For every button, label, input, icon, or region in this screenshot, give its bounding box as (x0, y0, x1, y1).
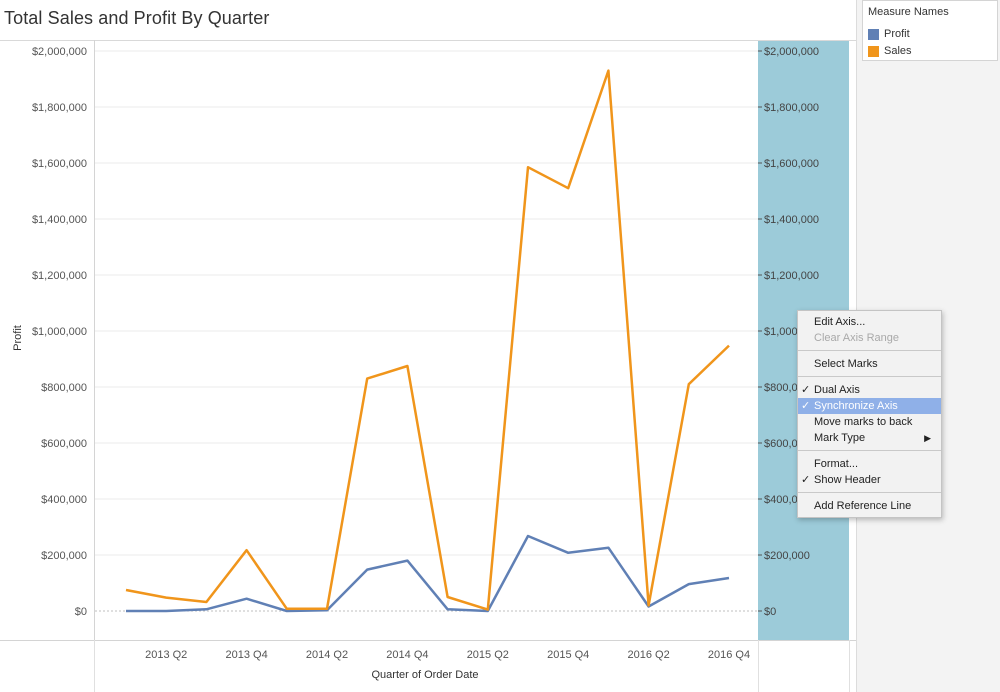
menu-item-synchronize-axis[interactable]: ✓ Synchronize Axis (798, 398, 941, 414)
menu-item-label: Add Reference Line (814, 500, 912, 512)
menu-item-mark-type[interactable]: Mark Type ▶ (798, 430, 941, 446)
menu-item-label: Synchronize Axis (814, 400, 898, 412)
secondary-y-tick-label[interactable]: $1,800,000 (764, 102, 819, 114)
line-chart: $0 $0$200,000 $200,000$400,000 $400,000$600… (0, 40, 856, 692)
y-tick-label: $200,000 (41, 550, 87, 562)
x-tick-label: 2014 Q2 (306, 649, 348, 661)
x-tick-label: 2015 Q2 (467, 649, 509, 661)
y-tick-label: $2,000,000 (32, 46, 87, 58)
y-tick-label: $800,000 (41, 382, 87, 394)
menu-item-edit-axis[interactable]: Edit Axis... (798, 314, 941, 330)
x-tick-label: 2016 Q2 (627, 649, 669, 661)
menu-item-format[interactable]: Format... (798, 456, 941, 472)
legend-item-profit[interactable]: Profit (868, 28, 910, 40)
legend-swatch-profit (868, 28, 879, 40)
submenu-arrow-icon: ▶ (924, 433, 931, 443)
menu-item-select-marks[interactable]: Select Marks (798, 356, 941, 372)
legend-title: Measure Names (868, 6, 949, 18)
y-axis-title: Profit (12, 325, 24, 351)
y-tick-label: $1,000,000 (32, 326, 87, 338)
y-tick-label: $600,000 (41, 438, 87, 450)
menu-separator (798, 376, 941, 377)
menu-separator (798, 350, 941, 351)
x-axis-title: Quarter of Order Date (372, 669, 479, 681)
menu-item-label: Mark Type (814, 432, 866, 444)
menu-item-add-reference-line[interactable]: Add Reference Line (798, 498, 941, 514)
legend-label-sales: Sales (884, 45, 912, 57)
menu-item-dual-axis[interactable]: ✓ Dual Axis (798, 382, 941, 398)
secondary-y-tick-label[interactable]: $200,000 (764, 550, 810, 562)
secondary-y-tick-label[interactable]: $1,400,000 (764, 214, 819, 226)
checkmark-icon: ✓ (801, 384, 811, 396)
legend-swatch-sales (868, 45, 879, 57)
axis-context-menu[interactable]: Edit Axis... Clear Axis Range Select Marks… (797, 310, 942, 518)
legend-label-profit: Profit (884, 28, 910, 40)
menu-item-show-header[interactable]: ✓ Show Header (798, 472, 941, 488)
y-tick-label: $1,600,000 (32, 158, 87, 170)
menu-item-label: Select Marks (814, 358, 878, 370)
x-tick-label: 2016 Q4 (708, 649, 750, 661)
menu-item-label: Move marks to back (814, 416, 913, 428)
checkmark-icon: ✓ (801, 400, 811, 412)
x-tick-label: 2014 Q4 (386, 649, 428, 661)
series-line-profit[interactable] (126, 534, 730, 613)
secondary-y-tick-label[interactable]: $1,200,000 (764, 270, 819, 282)
series-line-sales[interactable] (125, 69, 730, 611)
menu-separator (798, 492, 941, 493)
menu-item-label: Show Header (814, 474, 881, 486)
y-tick-label: $1,400,000 (32, 214, 87, 226)
y-tick-label: $400,000 (41, 494, 87, 506)
y-tick-label: $1,800,000 (32, 102, 87, 114)
legend-item-sales[interactable]: Sales (868, 45, 912, 57)
secondary-y-tick-label[interactable]: $2,000,000 (764, 46, 819, 58)
menu-item-label: Clear Axis Range (814, 332, 899, 344)
x-tick-label: 2013 Q2 (145, 649, 187, 661)
legend[interactable]: Measure Names Profit Sales (862, 0, 998, 61)
y-tick-label: $0 (75, 606, 87, 618)
secondary-y-tick-label[interactable]: $0 (764, 606, 776, 618)
menu-item-label: Edit Axis... (814, 316, 866, 328)
menu-item-clear-axis-range[interactable]: Clear Axis Range (798, 330, 941, 346)
checkmark-icon: ✓ (801, 474, 811, 486)
menu-item-label: Dual Axis (814, 384, 860, 396)
menu-item-label: Format... (814, 458, 859, 470)
menu-item-move-marks-to-back[interactable]: Move marks to back (798, 414, 941, 430)
secondary-y-tick-label[interactable]: $1,600,000 (764, 158, 819, 170)
y-tick-label: $1,200,000 (32, 270, 87, 282)
x-tick-label: 2015 Q4 (547, 649, 589, 661)
chart-title: Total Sales and Profit By Quarter (4, 8, 270, 28)
x-tick-label: 2013 Q4 (225, 649, 267, 661)
menu-separator (798, 450, 941, 451)
